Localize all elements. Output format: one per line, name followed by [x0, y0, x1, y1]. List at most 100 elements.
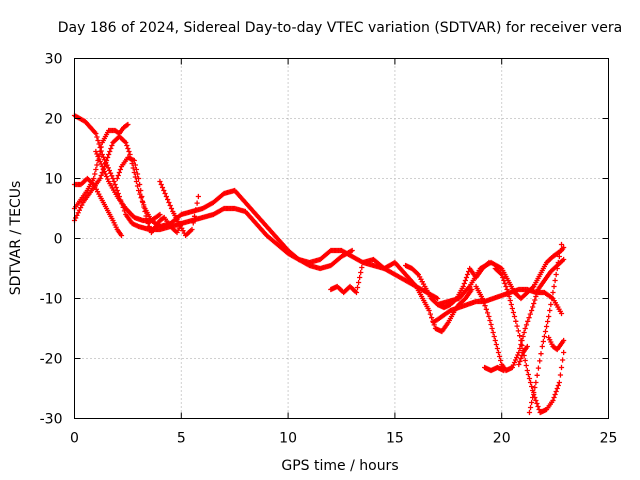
chart-title: Day 186 of 2024, Sidereal Day-to-day VTE… — [58, 20, 622, 36]
data-point — [141, 204, 147, 210]
data-point — [515, 328, 521, 334]
data-point — [517, 358, 523, 365]
data-point — [143, 213, 149, 219]
x-tick-label: 20 — [493, 431, 511, 447]
data-point — [118, 232, 125, 239]
data-point — [557, 372, 564, 378]
data-point — [139, 193, 145, 200]
data-point — [551, 394, 557, 401]
data-point — [158, 181, 164, 188]
data-point — [531, 300, 537, 307]
data-point — [549, 295, 555, 302]
data-point — [464, 271, 471, 278]
axis-ticks — [74, 58, 609, 419]
data-point — [530, 304, 536, 310]
data-point — [107, 148, 113, 155]
data-point — [530, 394, 536, 401]
data-point — [97, 158, 103, 165]
data-point — [93, 130, 99, 137]
data-point — [553, 388, 559, 395]
data-point — [144, 217, 150, 224]
data-point — [558, 364, 565, 371]
data-point — [125, 145, 131, 152]
data-point — [529, 383, 535, 390]
data-point — [133, 166, 140, 173]
data-point — [469, 286, 475, 293]
data-point — [534, 372, 540, 378]
data-point — [558, 310, 565, 317]
data-point — [98, 172, 104, 179]
data-point — [481, 299, 487, 305]
data-series — [71, 112, 567, 416]
data-point — [494, 345, 501, 352]
series-trace-3 — [71, 121, 131, 212]
data-point — [107, 170, 114, 176]
data-point — [178, 220, 184, 227]
series-trace-5 — [93, 148, 163, 224]
data-point — [553, 271, 559, 278]
data-point — [117, 166, 124, 173]
data-point — [98, 161, 104, 167]
data-point — [145, 220, 151, 227]
data-point — [157, 178, 163, 185]
series-trace-14 — [526, 241, 565, 416]
data-point — [501, 277, 507, 284]
data-point — [493, 341, 499, 348]
series-trace-2 — [71, 133, 355, 272]
series-trace-11 — [435, 244, 567, 308]
data-point — [502, 280, 508, 287]
data-point — [134, 171, 141, 177]
data-point — [492, 337, 498, 344]
data-point — [498, 270, 504, 277]
x-tick-label: 5 — [177, 431, 186, 447]
data-point — [523, 322, 530, 328]
data-point — [162, 190, 168, 197]
data-point — [514, 323, 520, 329]
y-tick-label: 20 — [45, 112, 63, 128]
data-point — [138, 187, 144, 194]
data-point — [534, 290, 540, 296]
data-point — [130, 165, 136, 171]
data-point — [506, 293, 512, 300]
data-point — [105, 154, 111, 161]
data-point — [534, 400, 540, 407]
data-point — [512, 357, 519, 363]
data-point — [547, 307, 553, 314]
data-point — [561, 244, 567, 251]
data-point — [109, 173, 115, 179]
data-point — [92, 171, 98, 177]
data-point — [194, 200, 200, 206]
data-point — [548, 301, 554, 308]
data-point — [159, 184, 166, 191]
data-point — [539, 343, 545, 350]
data-point — [500, 274, 506, 281]
x-tick-label: 25 — [600, 431, 618, 447]
data-point — [496, 353, 503, 360]
data-point — [526, 315, 532, 321]
data-point — [357, 274, 363, 281]
data-point — [111, 178, 117, 185]
series-trace-17 — [516, 343, 530, 368]
data-point — [510, 309, 517, 316]
data-point — [499, 271, 505, 278]
data-point — [146, 223, 152, 230]
y-axis-label: SDTVAR / TECUs — [8, 181, 24, 296]
data-point — [355, 279, 362, 286]
data-point — [359, 264, 365, 271]
data-point — [124, 142, 130, 149]
data-point — [514, 354, 520, 361]
data-point — [137, 181, 143, 188]
series-trace-13 — [492, 265, 567, 416]
data-point — [511, 359, 518, 366]
data-point — [504, 286, 510, 293]
data-point — [501, 367, 507, 374]
data-point — [518, 337, 524, 344]
data-point — [105, 165, 111, 171]
data-point — [523, 362, 529, 369]
data-point — [533, 397, 539, 404]
data-point — [524, 367, 530, 374]
data-point — [542, 328, 549, 335]
data-point — [510, 362, 517, 368]
data-point — [503, 283, 509, 290]
